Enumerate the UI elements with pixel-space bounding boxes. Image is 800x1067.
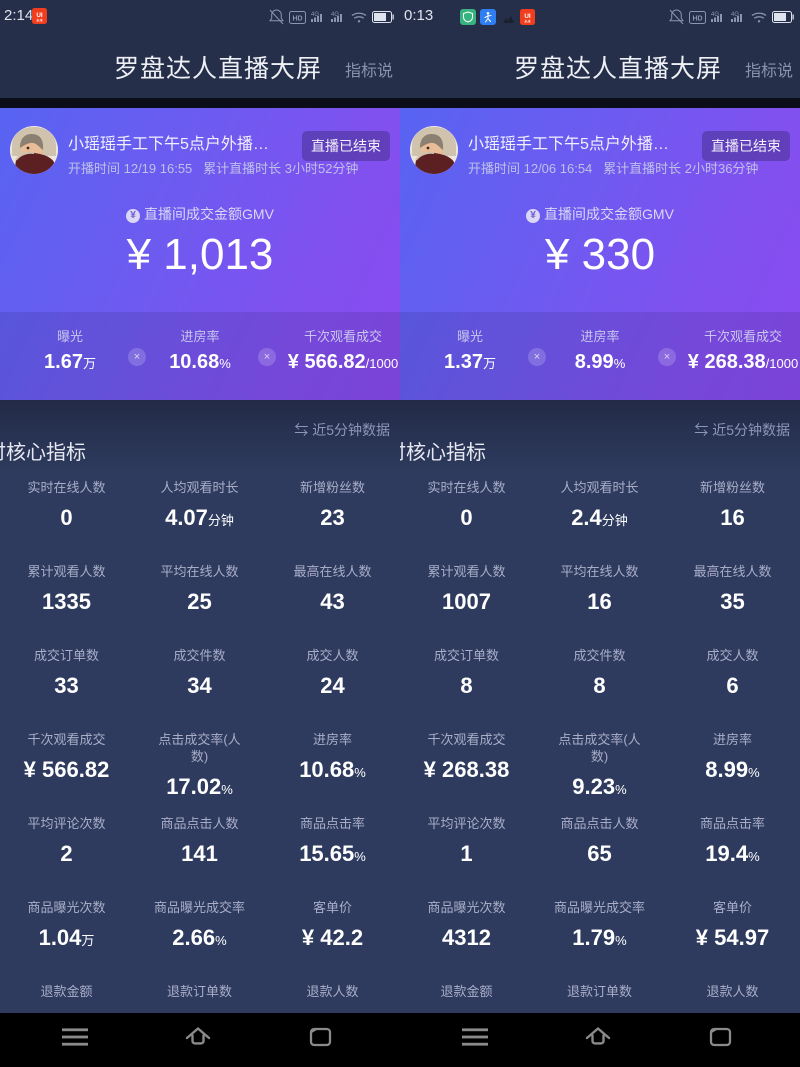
svg-text:HD: HD — [692, 15, 702, 22]
svg-text:HD: HD — [292, 15, 302, 22]
svg-text:未来: 未来 — [36, 18, 43, 23]
svg-text:未来: 未来 — [524, 19, 531, 24]
